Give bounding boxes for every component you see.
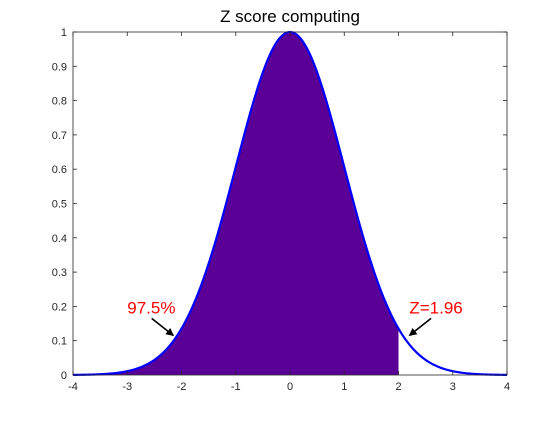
annotation-label: Z=1.96: [409, 298, 462, 317]
x-tick-label: 3: [450, 381, 456, 393]
x-tick-label: 4: [504, 381, 510, 393]
x-tick-label: -3: [122, 381, 132, 393]
x-tick-label: -2: [177, 381, 187, 393]
chart-title: Z score computing: [220, 7, 360, 26]
y-tick-label: 0.3: [52, 267, 67, 279]
y-tick-label: 0.8: [52, 96, 67, 108]
y-tick-label: 0: [61, 370, 67, 382]
x-tick-label: 2: [395, 381, 401, 393]
y-tick-label: 0.2: [52, 301, 67, 313]
y-tick-label: 0.7: [52, 130, 67, 142]
y-tick-label: 0.5: [52, 199, 67, 211]
y-tick-label: 1: [61, 27, 67, 39]
x-tick-label: -1: [231, 381, 241, 393]
y-tick-label: 0.9: [52, 61, 67, 73]
x-tick-label: 0: [287, 381, 293, 393]
y-tick-label: 0.1: [52, 336, 67, 348]
x-tick-label: -4: [68, 381, 78, 393]
annotation-arrow: [151, 317, 174, 337]
shaded-area: [73, 32, 399, 375]
annotation-arrow: [408, 317, 432, 337]
annotation-label: 97.5%: [127, 298, 175, 317]
y-tick-label: 0.6: [52, 164, 67, 176]
x-tick-label: 1: [341, 381, 347, 393]
y-tick-label: 0.4: [52, 233, 67, 245]
